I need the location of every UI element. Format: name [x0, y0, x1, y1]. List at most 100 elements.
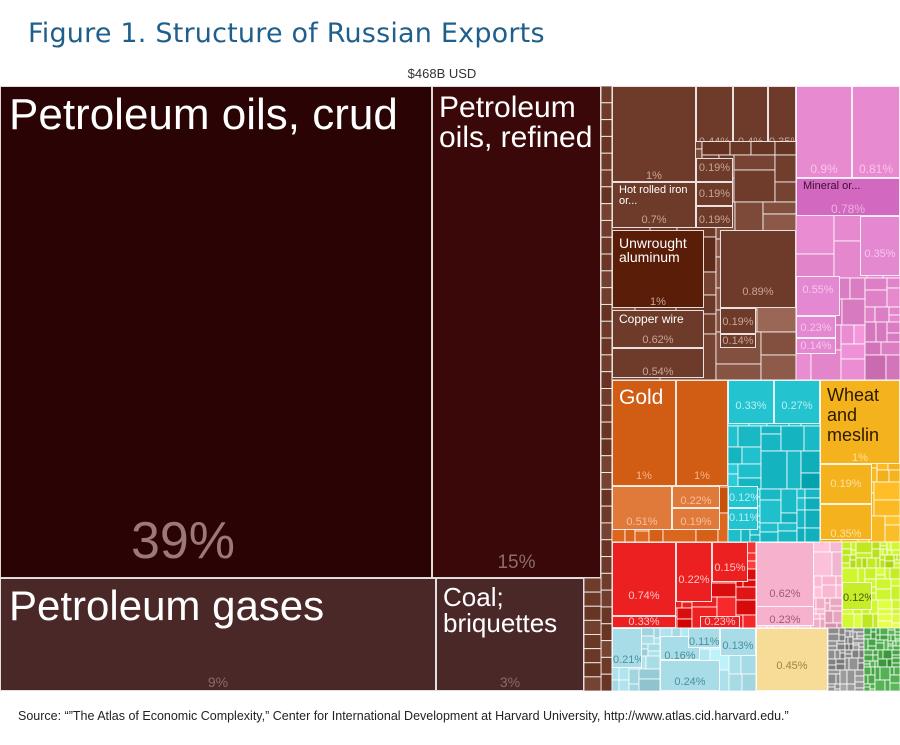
treemap-minor-tile — [872, 654, 879, 662]
treemap-minor-tile — [759, 522, 779, 533]
treemap-minor-tile — [885, 354, 900, 381]
treemap-minor-tile — [841, 613, 855, 629]
treemap-minor-tile — [852, 644, 860, 651]
tile-share-label: 0.19% — [680, 516, 712, 528]
treemap-minor-tile — [583, 591, 602, 607]
treemap-tile: 0.19% — [696, 182, 733, 206]
tile-share-label: 0.14% — [722, 335, 754, 347]
treemap-tile: 0.22% — [672, 486, 720, 508]
treemap-minor-tile — [870, 666, 876, 676]
treemap-minor-tile — [821, 584, 837, 599]
treemap-tile: 0.13% — [720, 628, 756, 656]
treemap-minor-tile — [759, 499, 782, 524]
treemap-minor-tile — [834, 649, 841, 660]
treemap-tile: Petroleum oils, refined 15% — [432, 86, 601, 578]
treemap-minor-tile — [884, 560, 895, 569]
treemap-tile: 0.4% — [733, 86, 768, 142]
treemap-minor-tile — [760, 425, 782, 435]
treemap-minor-tile — [877, 608, 893, 615]
treemap-tile: 0.23% — [756, 606, 814, 626]
treemap-minor-tile — [611, 666, 620, 681]
treemap-minor-tile — [884, 567, 891, 580]
treemap-minor-tile — [891, 608, 900, 615]
treemap-minor-tile — [882, 649, 893, 660]
treemap-minor-tile — [840, 324, 855, 345]
treemap-tile: 0.55% — [796, 276, 840, 316]
treemap-tile: 0.19% — [820, 464, 872, 504]
treemap-minor-tile — [600, 673, 613, 691]
treemap-tile: 0.89% — [720, 230, 796, 308]
treemap-minor-tile — [854, 687, 865, 691]
tile-share-label: 0.74% — [628, 590, 660, 602]
treemap-minor-tile — [804, 527, 821, 543]
treemap-minor-tile — [835, 673, 841, 685]
treemap-minor-tile — [841, 541, 852, 550]
treemap-minor-tile — [827, 645, 838, 651]
treemap-minor-tile — [760, 433, 782, 452]
treemap-minor-tile — [839, 683, 848, 691]
treemap-minor-tile — [864, 306, 876, 323]
tile-share-label: 0.19% — [698, 188, 731, 200]
treemap-tile: 0.44% — [696, 86, 733, 142]
treemap-minor-tile — [889, 666, 895, 676]
tile-share-label: 0.35% — [830, 528, 862, 540]
treemap-tile: 0.74% — [612, 542, 676, 616]
treemap-minor-tile — [869, 660, 876, 668]
treemap-minor-tile — [875, 567, 886, 576]
treemap-minor-tile — [872, 649, 879, 656]
treemap-minor-tile — [810, 349, 842, 381]
treemap-minor-tile — [863, 638, 869, 651]
treemap-minor-tile — [879, 541, 888, 547]
treemap-minor-tile — [841, 554, 851, 564]
treemap-minor-tile — [600, 253, 613, 272]
treemap-minor-tile — [877, 620, 893, 629]
tile-share-label: 0.12% — [729, 492, 758, 504]
treemap-minor-tile — [891, 549, 900, 556]
treemap-minor-tile — [760, 331, 797, 356]
treemap-tile: 1% — [612, 86, 696, 182]
treemap-tile: 0.12% — [842, 582, 872, 610]
treemap-minor-tile — [863, 666, 872, 676]
treemap-minor-tile — [600, 320, 613, 339]
treemap-minor-tile — [864, 341, 882, 356]
treemap-minor-tile — [863, 649, 874, 656]
treemap-minor-tile — [813, 586, 823, 599]
treemap-tile: 0.11% — [728, 508, 758, 530]
treemap-minor-tile — [848, 643, 854, 651]
tile-share-label: 0.44% — [698, 136, 731, 142]
treemap-minor-tile — [640, 627, 655, 637]
treemap-minor-tile — [600, 572, 613, 591]
treemap-tile: Gold 1% — [612, 380, 676, 486]
treemap-minor-tile — [889, 682, 900, 691]
treemap-minor-tile — [819, 613, 826, 620]
treemap-minor-tile — [786, 450, 802, 490]
treemap-minor-tile — [827, 664, 837, 671]
treemap-minor-tile — [827, 640, 838, 647]
treemap-tile: 0.14% — [720, 334, 756, 348]
treemap-minor-tile — [876, 469, 890, 483]
tile-share-label: 0.19% — [698, 214, 731, 226]
treemap-minor-tile — [840, 343, 866, 360]
treemap-minor-tile — [889, 567, 900, 580]
treemap-minor-tile — [600, 371, 613, 390]
treemap-minor-tile — [874, 306, 890, 323]
treemap-minor-tile — [600, 539, 613, 558]
treemap-minor-tile — [854, 675, 865, 683]
tile-share-label: 0.35% — [864, 248, 896, 260]
treemap-minor-tile — [890, 578, 900, 587]
treemap-minor-tile — [741, 446, 762, 465]
tile-share-label: 0.19% — [830, 478, 862, 490]
tile-name-label: Coal; briquettes — [443, 582, 558, 638]
treemap-minor-tile — [600, 86, 613, 104]
treemap-minor-tile — [796, 497, 806, 511]
treemap-minor-tile — [827, 673, 837, 685]
treemap-minor-tile — [882, 548, 888, 556]
treemap-minor-tile — [676, 607, 693, 620]
treemap-minor-tile — [857, 657, 865, 664]
treemap-minor-tile — [874, 666, 881, 681]
treemap-minor-tile — [640, 648, 649, 657]
treemap-minor-tile — [861, 557, 868, 569]
treemap-minor-tile — [600, 522, 613, 541]
tile-share-label: 0.27% — [781, 400, 813, 412]
treemap-minor-tile — [847, 636, 854, 645]
